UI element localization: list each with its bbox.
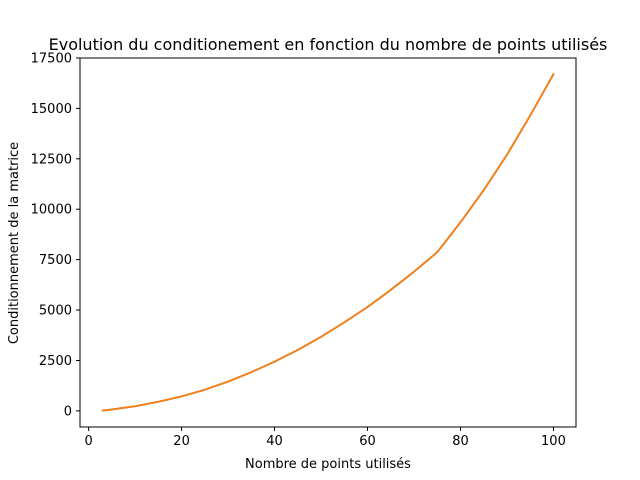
y-tick-label: 7500 <box>39 253 72 268</box>
x-tick-label: 40 <box>266 434 283 449</box>
chart-title: Evolution du conditionement en fonction … <box>49 35 608 54</box>
x-tick-label: 20 <box>173 434 190 449</box>
x-tick-label: 60 <box>359 434 376 449</box>
y-tick-label: 2500 <box>39 354 72 369</box>
plot-frame <box>79 57 577 428</box>
x-tick-label: 100 <box>541 434 566 449</box>
y-tick-label: 12500 <box>31 152 72 167</box>
y-tick-label: 5000 <box>39 304 72 319</box>
x-axis-label: Nombre de points utilisés <box>245 457 411 472</box>
series-line-1 <box>101 73 555 412</box>
y-tick-label: 15000 <box>31 102 72 117</box>
x-tick-label: 0 <box>84 434 92 449</box>
y-tick-label: 10000 <box>31 203 72 218</box>
series-line-2 <box>101 73 555 412</box>
y-tick-label: 0 <box>64 404 72 419</box>
plot-area: 0 20 40 60 80 100 0 2500 5000 7500 10000 12500 15000… <box>31 52 577 449</box>
y-axis-label: Conditionnement de la matrice <box>7 142 22 344</box>
y-tick-label: 17500 <box>31 52 72 67</box>
x-tick-label: 80 <box>452 434 469 449</box>
